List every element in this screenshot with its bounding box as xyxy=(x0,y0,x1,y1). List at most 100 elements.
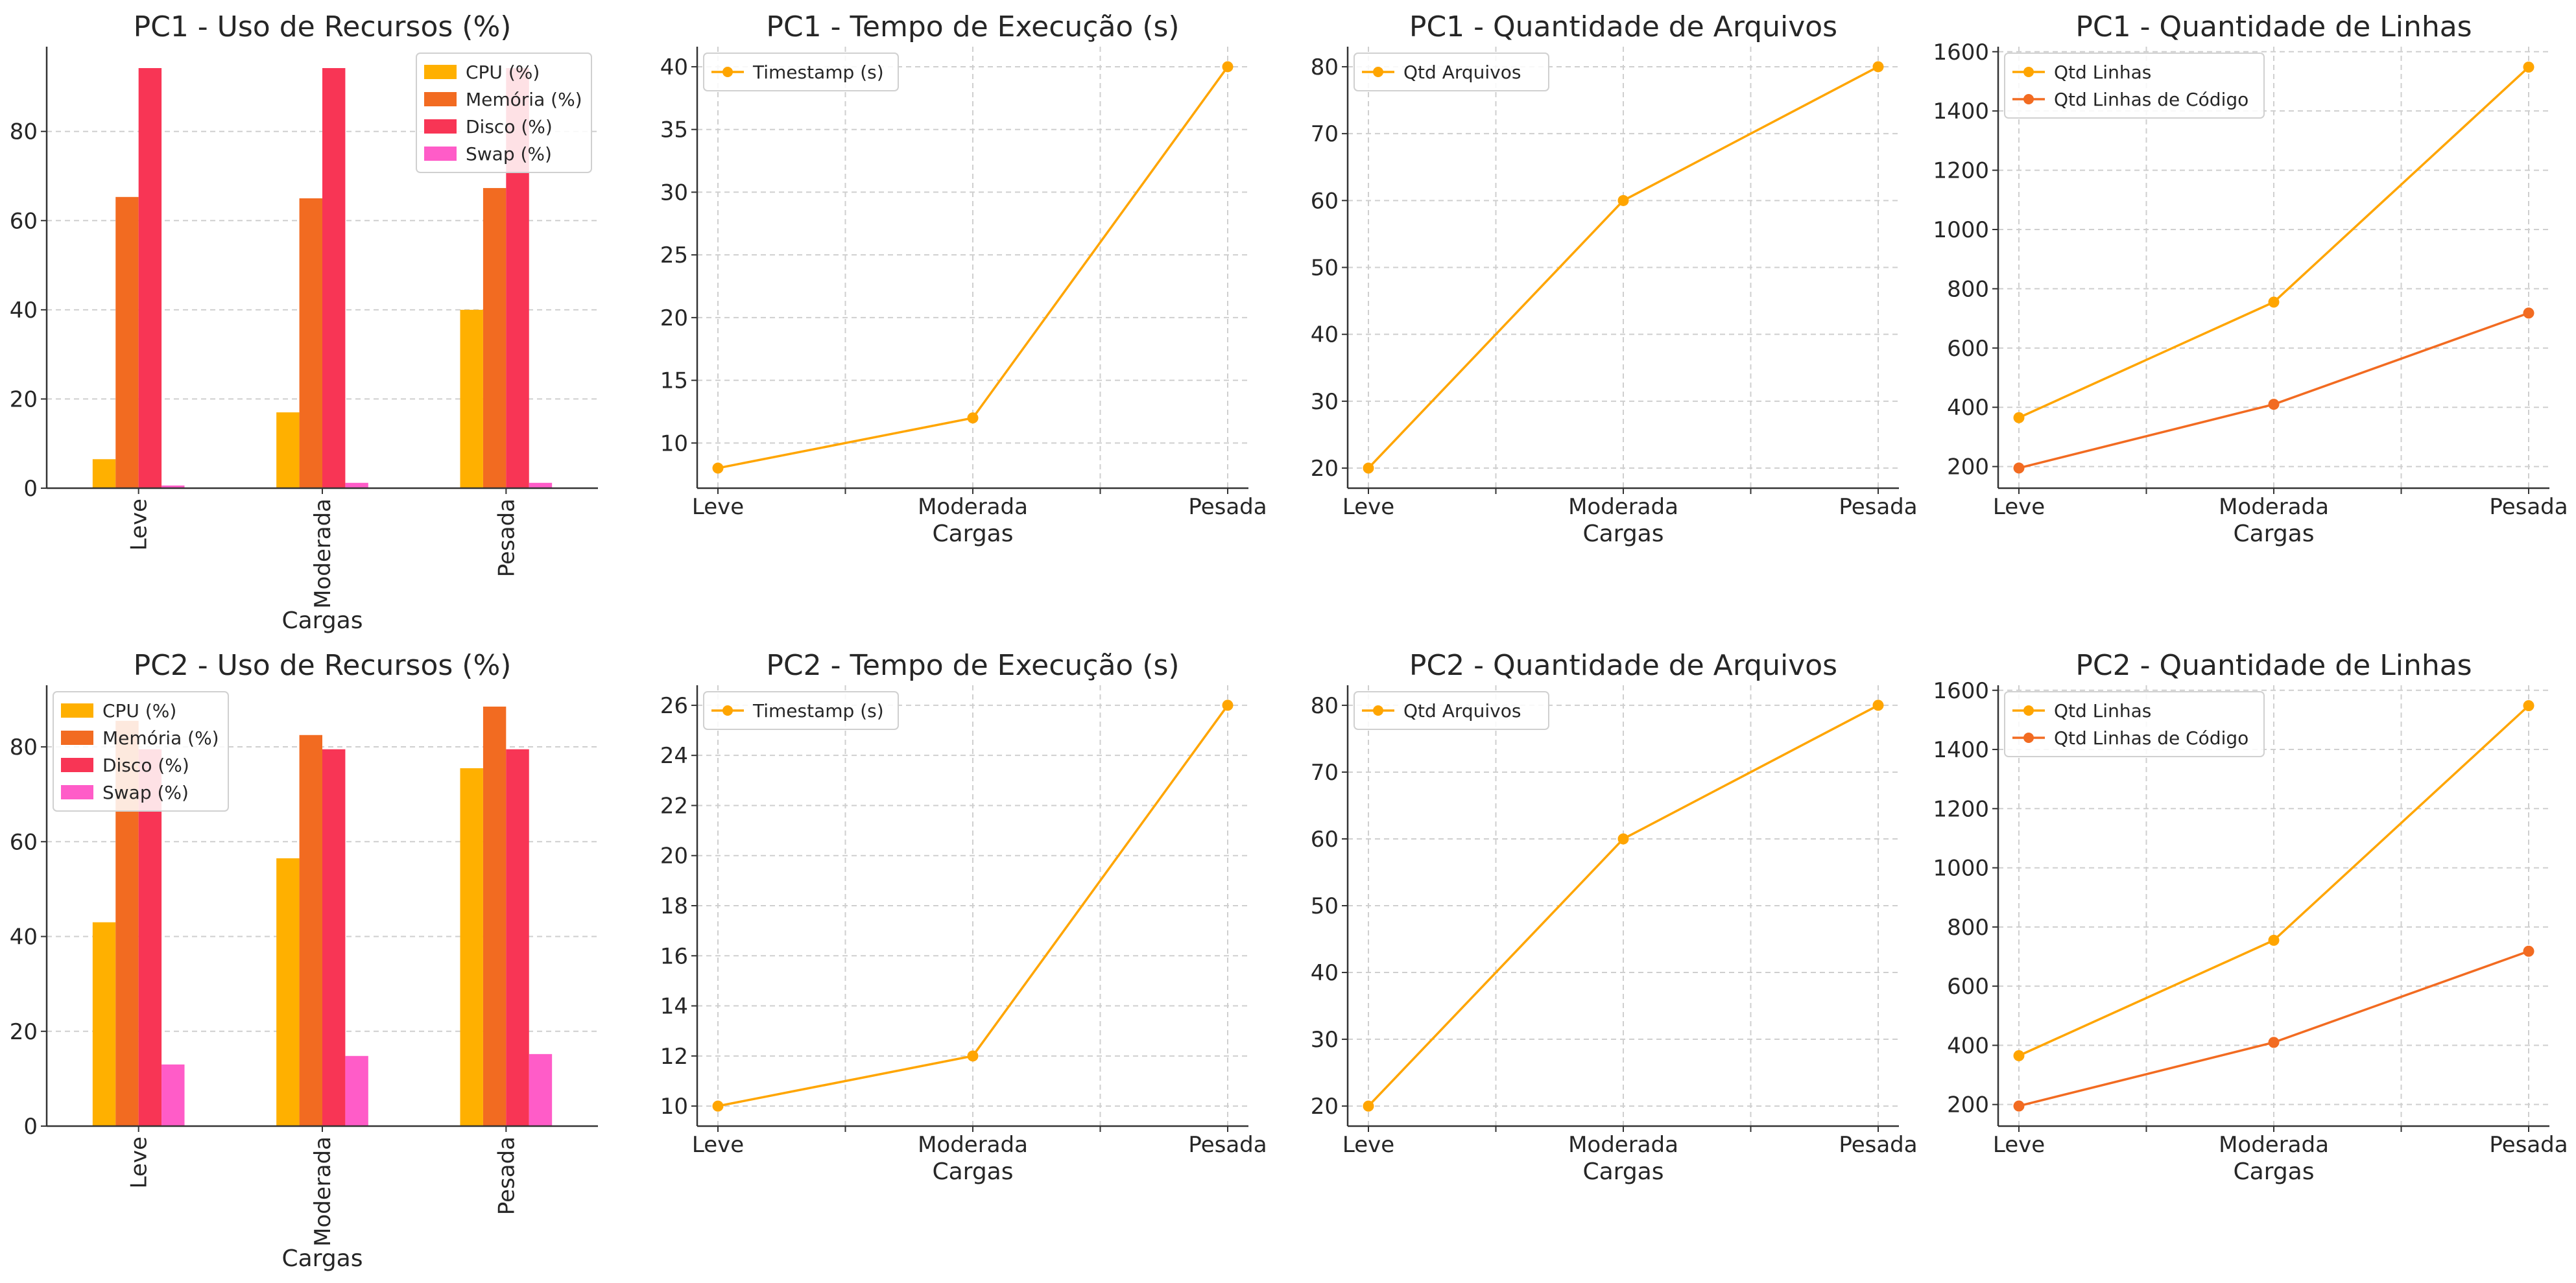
bar-3-moderada xyxy=(322,68,346,488)
y-tick-label: 60 xyxy=(10,208,38,234)
legend-label: Memória (%) xyxy=(102,727,219,749)
y-tick-label: 200 xyxy=(1947,1092,1989,1118)
bar-2-moderada xyxy=(299,198,322,488)
legend: Qtd Linhas Qtd Linhas de Código xyxy=(2004,691,2265,757)
legend-box xyxy=(2004,53,2265,119)
legend-box xyxy=(1354,53,1549,91)
bar-4-pesada xyxy=(529,1053,553,1126)
legend-box xyxy=(703,691,899,730)
y-tick-label: 1600 xyxy=(1933,678,1989,704)
y-tick-label: 20 xyxy=(660,305,688,331)
bar-2-moderada xyxy=(299,735,322,1126)
legend-label: Qtd Arquivos xyxy=(1403,62,1521,83)
y-tick-label: 16 xyxy=(660,943,688,969)
data-point-2-2 xyxy=(2268,399,2280,410)
y-tick-label: 80 xyxy=(1311,54,1339,80)
y-tick-label: 12 xyxy=(660,1044,688,1070)
y-tick-label: 50 xyxy=(1311,893,1339,919)
x-tick-label: Moderada xyxy=(1568,1132,1678,1158)
y-tick-label: 40 xyxy=(1311,960,1339,986)
series-line-2 xyxy=(2018,950,2529,1107)
y-tick-label: 24 xyxy=(660,743,688,769)
x-tick-label: Leve xyxy=(692,1132,744,1158)
y-tick-label: 22 xyxy=(660,793,688,819)
bar-3-leve xyxy=(138,749,162,1126)
y-tick-label: 20 xyxy=(660,843,688,869)
data-point-1-3 xyxy=(1222,700,1234,711)
x-tick-label: Moderada xyxy=(310,499,336,609)
y-tick-label: 70 xyxy=(1311,121,1339,147)
y-tick-label: 800 xyxy=(1947,915,1989,941)
bar-2-pesada xyxy=(483,706,507,1126)
legend-label: Qtd Linhas de Código xyxy=(2054,727,2248,749)
legend-label: CPU (%) xyxy=(102,700,176,722)
y-tick-label: 1600 xyxy=(1933,40,1989,65)
legend-swatch xyxy=(424,147,457,161)
x-tick-label: Pesada xyxy=(2489,1132,2568,1158)
y-tick-label: 15 xyxy=(660,368,688,394)
legend-label: Qtd Arquivos xyxy=(1403,700,1521,722)
y-tick-label: 1400 xyxy=(1933,737,1989,763)
y-tick-label: 60 xyxy=(1311,188,1339,214)
data-point-1-2 xyxy=(2268,296,2280,308)
x-axis-label: Cargas xyxy=(2233,1159,2314,1185)
x-tick-label: Moderada xyxy=(2219,1132,2329,1158)
x-tick-label: Leve xyxy=(1993,1132,2045,1158)
y-tick-label: 1400 xyxy=(1933,99,1989,124)
y-tick-label: 600 xyxy=(1947,336,1989,362)
legend: Qtd Arquivos xyxy=(1354,53,1549,91)
y-tick-label: 1000 xyxy=(1933,217,1989,243)
y-tick-label: 25 xyxy=(660,242,688,268)
y-tick-label: 800 xyxy=(1947,276,1989,302)
bar-1-pesada xyxy=(460,309,483,488)
y-tick-label: 40 xyxy=(660,54,688,80)
bar-3-moderada xyxy=(322,749,346,1126)
bar-4-pesada xyxy=(529,482,553,488)
legend-marker xyxy=(2023,733,2034,743)
legend-label: Swap (%) xyxy=(466,143,552,165)
data-point-1-1 xyxy=(1363,1100,1374,1112)
x-tick-label: Pesada xyxy=(494,499,519,577)
legend-label: Disco (%) xyxy=(102,755,189,776)
data-point-1-3 xyxy=(1872,700,1884,711)
x-axis-label: Cargas xyxy=(932,521,1013,547)
legend: Qtd Arquivos xyxy=(1354,691,1549,730)
bar-1-moderada xyxy=(276,858,300,1126)
legend: Qtd Linhas Qtd Linhas de Código xyxy=(2004,53,2265,119)
chart-panel-1: PC1 - Uso de Recursos (%) 0 20 40 60 80 Leve Mo… xyxy=(10,10,598,634)
y-tick-label: 40 xyxy=(1311,322,1339,348)
legend-marker xyxy=(722,705,733,716)
legend: Timestamp (s) xyxy=(703,53,899,91)
y-tick-label: 35 xyxy=(660,117,688,143)
data-point-1-1 xyxy=(1363,462,1374,474)
bar-3-leve xyxy=(138,68,162,488)
bar-2-leve xyxy=(115,196,139,488)
x-axis-label: Cargas xyxy=(932,1159,1013,1185)
chart-panel-5: PC2 - Uso de Recursos (%) 0 20 40 60 80 Leve Mo… xyxy=(10,649,598,1272)
legend-label: Swap (%) xyxy=(102,782,189,803)
bar-1-moderada xyxy=(276,412,300,488)
y-tick-label: 1200 xyxy=(1933,796,1989,822)
y-tick-label: 400 xyxy=(1947,395,1989,421)
legend-label: Memória (%) xyxy=(466,89,582,110)
data-point-1-2 xyxy=(2268,934,2280,946)
bar-1-pesada xyxy=(460,768,483,1126)
x-tick-label: Pesada xyxy=(1188,494,1267,520)
legend-marker xyxy=(2023,67,2034,77)
data-point-1-1 xyxy=(712,462,724,474)
legend-box xyxy=(1354,691,1549,730)
y-tick-label: 1000 xyxy=(1933,856,1989,882)
chart-title: PC1 - Tempo de Execução (s) xyxy=(766,10,1179,43)
y-tick-label: 30 xyxy=(1311,1027,1339,1053)
y-tick-label: 50 xyxy=(1311,255,1339,281)
chart-title: PC2 - Quantidade de Arquivos xyxy=(1409,649,1837,682)
y-tick-label: 10 xyxy=(660,430,688,456)
data-point-2-3 xyxy=(2523,945,2534,957)
legend-label: Timestamp (s) xyxy=(752,700,884,722)
legend-marker xyxy=(1373,67,1383,77)
data-point-1-2 xyxy=(1617,833,1629,845)
chart-panel-8: PC2 - Quantidade de Linhas 200 400 600 800 10… xyxy=(1933,649,2568,1185)
y-tick-label: 20 xyxy=(10,386,38,412)
data-point-1-2 xyxy=(1617,194,1629,206)
